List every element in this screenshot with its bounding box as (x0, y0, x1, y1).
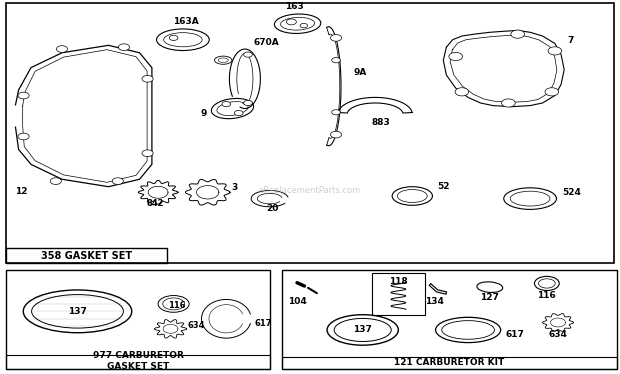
Circle shape (244, 100, 252, 105)
Circle shape (169, 35, 178, 40)
Circle shape (449, 52, 463, 61)
Text: 634: 634 (549, 329, 567, 338)
Circle shape (142, 150, 153, 157)
Text: 137: 137 (68, 307, 87, 316)
Bar (6, 3, 614, 263)
Text: 617: 617 (505, 330, 524, 339)
Circle shape (50, 178, 61, 184)
Text: 127: 127 (480, 293, 499, 302)
Text: 137: 137 (353, 325, 372, 334)
Text: 977 CARBURETOR
GASKET SET: 977 CARBURETOR GASKET SET (92, 351, 184, 371)
Circle shape (286, 19, 296, 25)
Text: 524: 524 (562, 188, 581, 197)
Text: 617: 617 (255, 319, 272, 328)
Text: eReplacementParts.com: eReplacementParts.com (259, 186, 361, 195)
Text: 9A: 9A (353, 68, 367, 77)
Bar (282, 358, 617, 369)
Text: 52: 52 (437, 181, 450, 191)
Text: 116: 116 (168, 301, 185, 310)
Bar (6, 248, 167, 263)
Text: 134: 134 (425, 297, 443, 306)
Circle shape (330, 131, 342, 138)
Text: 842: 842 (146, 199, 164, 208)
Bar (6, 355, 270, 369)
Text: 883: 883 (372, 118, 391, 127)
Circle shape (511, 30, 525, 38)
Circle shape (455, 88, 469, 96)
Text: 104: 104 (288, 297, 307, 306)
Bar (282, 270, 617, 369)
Circle shape (18, 133, 29, 140)
Text: 670A: 670A (254, 38, 280, 47)
Circle shape (234, 110, 243, 116)
Circle shape (142, 76, 153, 82)
Text: 20: 20 (267, 203, 279, 212)
Circle shape (502, 99, 515, 107)
Text: 163: 163 (285, 2, 304, 11)
Text: 118: 118 (389, 278, 408, 286)
Circle shape (332, 110, 340, 115)
Circle shape (112, 178, 123, 184)
Circle shape (548, 47, 562, 55)
Text: 116: 116 (538, 291, 556, 300)
Circle shape (222, 101, 231, 107)
Circle shape (545, 88, 559, 96)
Text: 3: 3 (231, 183, 237, 192)
Text: 358 GASKET SET: 358 GASKET SET (42, 251, 132, 261)
Bar (372, 273, 425, 315)
Text: 121 CARBURETOR KIT: 121 CARBURETOR KIT (394, 358, 505, 367)
Circle shape (332, 58, 340, 63)
Text: 12: 12 (16, 187, 28, 196)
Circle shape (118, 44, 130, 50)
Text: 634: 634 (188, 321, 205, 330)
Circle shape (56, 46, 68, 52)
Text: 163A: 163A (173, 17, 199, 26)
Text: 7: 7 (567, 36, 574, 46)
Bar (6, 270, 270, 369)
Circle shape (300, 23, 308, 28)
Text: 9: 9 (200, 109, 206, 118)
Circle shape (330, 34, 342, 41)
Circle shape (18, 92, 29, 99)
Circle shape (244, 52, 252, 57)
